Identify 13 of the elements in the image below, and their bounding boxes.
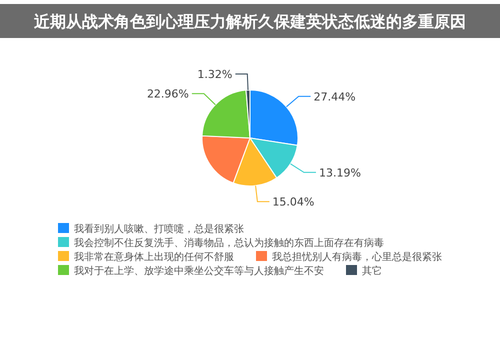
legend-label: 其它 bbox=[362, 265, 382, 277]
legend-label: 我非常在意身体上出现的任何不舒服 bbox=[74, 251, 234, 263]
legend-label: 我会控制不住反复洗手、消毒物品，总认为接触的东西上面存在有病毒 bbox=[74, 237, 384, 249]
data-label: 22.96% bbox=[146, 88, 189, 101]
chart-title: 近期从战术角色到心理压力解析久保建英状态低迷的多重原因 bbox=[33, 12, 466, 31]
legend-label: 我看到别人咳嗽、打喷嚏，总是很紧张 bbox=[74, 223, 244, 235]
data-label: 13.19% bbox=[318, 166, 361, 180]
data-label: 1.32% bbox=[197, 68, 232, 82]
data-label: 27.44% bbox=[314, 90, 356, 104]
title: 近期从战术角色到心理压力解析久保建英状态低迷的多重原因 bbox=[0, 4, 500, 38]
legend-label: 我对于在上学、放学途中乘坐公交车等与人接触产生不安 bbox=[74, 265, 324, 277]
legend-label: 我总担忧别人有病毒，心里总是很紧张 bbox=[272, 251, 442, 263]
data-label: 15.04% bbox=[272, 196, 314, 209]
